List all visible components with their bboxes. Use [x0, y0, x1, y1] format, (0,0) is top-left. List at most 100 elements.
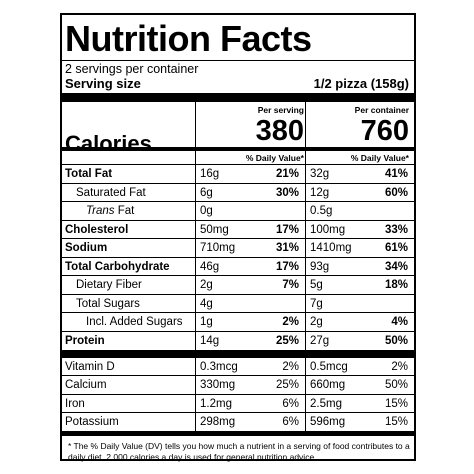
- container-amount: 1410mg: [310, 242, 352, 254]
- per-container-header: Per container: [354, 105, 409, 115]
- nutrient-row: Incl. Added Sugars 1g 2% 2g 4%: [62, 313, 414, 332]
- label-title: Nutrition Facts: [65, 18, 312, 59]
- container-daily-value: 60%: [384, 186, 408, 199]
- container-daily-value: 15%: [384, 397, 408, 410]
- vitamin-name: Calcium: [65, 379, 107, 392]
- nutrient-row: Dietary Fiber 2g 7% 5g 18%: [62, 276, 414, 295]
- serving-amount: 14g: [200, 334, 220, 347]
- container-amount: 0.5g: [310, 205, 333, 217]
- container-daily-value: 50%: [384, 379, 408, 392]
- column-divider-2: [305, 102, 306, 350]
- vitamin-row: Vitamin D 0.3mcg 2% 0.5mcg 2%: [62, 358, 414, 377]
- vitamin-name: Iron: [65, 397, 85, 410]
- container-amount: 32g: [310, 168, 330, 180]
- servings-per-container: 2 servings per container: [65, 62, 199, 76]
- row-divider: [62, 238, 414, 239]
- serving-amount: 6g: [200, 186, 213, 199]
- row-divider: [62, 312, 414, 313]
- serving-amount: 4g: [200, 297, 213, 310]
- nutrient-row: Protein 14g 25% 27g 50%: [62, 332, 414, 351]
- container-amount: 660mg: [310, 379, 346, 392]
- calories-per-serving: 380: [255, 115, 304, 147]
- nutrient-row: Saturated Fat 6g 30% 12g 60%: [62, 184, 414, 202]
- container-daily-value: 2%: [391, 361, 408, 373]
- container-amount: 12g: [310, 186, 330, 199]
- row-divider: [62, 219, 414, 221]
- row-divider: [62, 330, 414, 332]
- serving-daily-value: 25%: [275, 379, 299, 392]
- serving-daily-value: 2%: [282, 361, 299, 373]
- thick-divider-top: [62, 93, 414, 102]
- row-divider: [62, 201, 414, 202]
- serving-daily-value: 2%: [282, 316, 299, 328]
- serving-amount: 50mg: [200, 223, 229, 236]
- per-serving-header: Per serving: [257, 105, 304, 115]
- container-amount: 93g: [310, 260, 330, 273]
- container-amount: 27g: [310, 334, 330, 347]
- serving-size-label: Serving size: [65, 76, 141, 91]
- container-daily-value: 50%: [384, 334, 408, 347]
- daily-value-header-container: % Daily Value*: [350, 153, 409, 163]
- vitamin-name: Potassium: [65, 415, 119, 428]
- nutrient-name: Total Carbohydrate: [65, 260, 170, 273]
- serving-daily-value: 30%: [275, 186, 299, 199]
- container-amount: 7g: [310, 297, 323, 310]
- container-daily-value: 41%: [384, 168, 408, 180]
- serving-amount: 330mg: [200, 379, 236, 392]
- nutrient-row: Trans Fat 0g 0.5g: [62, 202, 414, 221]
- serving-amount: 0.3mcg: [200, 361, 238, 373]
- container-daily-value: 34%: [384, 260, 408, 273]
- container-amount: 2.5mg: [310, 397, 342, 410]
- nutrient-name: Trans Fat: [86, 204, 134, 218]
- serving-daily-value: 17%: [275, 260, 299, 273]
- nutrient-name: Total Sugars: [76, 297, 140, 310]
- row-divider: [62, 182, 414, 184]
- nutrient-name-rest: Fat: [114, 205, 135, 217]
- calories-label: Calories: [65, 131, 152, 156]
- serving-amount: 46g: [200, 260, 220, 273]
- column-divider-1: [195, 102, 196, 350]
- serving-amount: 1g: [200, 316, 213, 328]
- serving-daily-value: 6%: [282, 397, 299, 410]
- serving-amount: 298mg: [200, 415, 236, 428]
- nutrient-name: Sodium: [65, 242, 108, 254]
- nutrient-row: Total Carbohydrate 46g 17% 93g 34%: [62, 258, 414, 276]
- serving-daily-value: 21%: [275, 168, 299, 180]
- serving-daily-value: 6%: [282, 415, 299, 428]
- nutrient-row: Total Fat 16g 21% 32g 41%: [62, 165, 414, 184]
- container-amount: 596mg: [310, 415, 346, 428]
- row-divider: [62, 375, 414, 377]
- nutrient-name: Dietary Fiber: [76, 279, 142, 291]
- container-daily-value: 61%: [384, 242, 408, 254]
- nutrient-name-italic: Trans: [86, 205, 115, 217]
- nutrient-name: Protein: [65, 334, 105, 347]
- title-divider: [62, 60, 414, 61]
- container-daily-value: 4%: [391, 316, 408, 328]
- row-divider: [62, 256, 414, 258]
- serving-daily-value: 7%: [282, 279, 299, 291]
- serving-amount: 710mg: [200, 242, 236, 254]
- vitamin-row: Iron 1.2mg 6% 2.5mg 15%: [62, 395, 414, 413]
- nutrient-row: Cholesterol 50mg 17% 100mg 33%: [62, 221, 414, 239]
- vitamin-row: Potassium 298mg 6% 596mg 15%: [62, 413, 414, 431]
- daily-value-header-serving: % Daily Value*: [245, 153, 304, 163]
- daily-value-footnote: * The % Daily Value (DV) tells you how m…: [68, 441, 410, 462]
- vitamin-name: Vitamin D: [65, 361, 115, 373]
- container-daily-value: 33%: [384, 223, 408, 236]
- nutrient-row: Sodium 710mg 31% 1410mg 61%: [62, 239, 414, 258]
- vitamin-row: Calcium 330mg 25% 660mg 50%: [62, 376, 414, 395]
- container-daily-value: 18%: [384, 279, 408, 291]
- nutrient-row: Total Sugars 4g 7g: [62, 295, 414, 313]
- nutrient-name: Incl. Added Sugars: [86, 316, 183, 328]
- nutrient-name: Total Fat: [65, 168, 113, 180]
- serving-amount: 16g: [200, 168, 220, 180]
- row-divider: [62, 393, 414, 395]
- row-divider: [62, 275, 414, 276]
- serving-amount: 2g: [200, 279, 213, 291]
- nutrient-name: Cholesterol: [65, 223, 129, 236]
- calories-per-container: 760: [360, 115, 409, 147]
- row-divider: [62, 411, 414, 413]
- row-divider: [62, 293, 414, 295]
- container-amount: 5g: [310, 279, 323, 291]
- dv-header-divider: [62, 164, 414, 165]
